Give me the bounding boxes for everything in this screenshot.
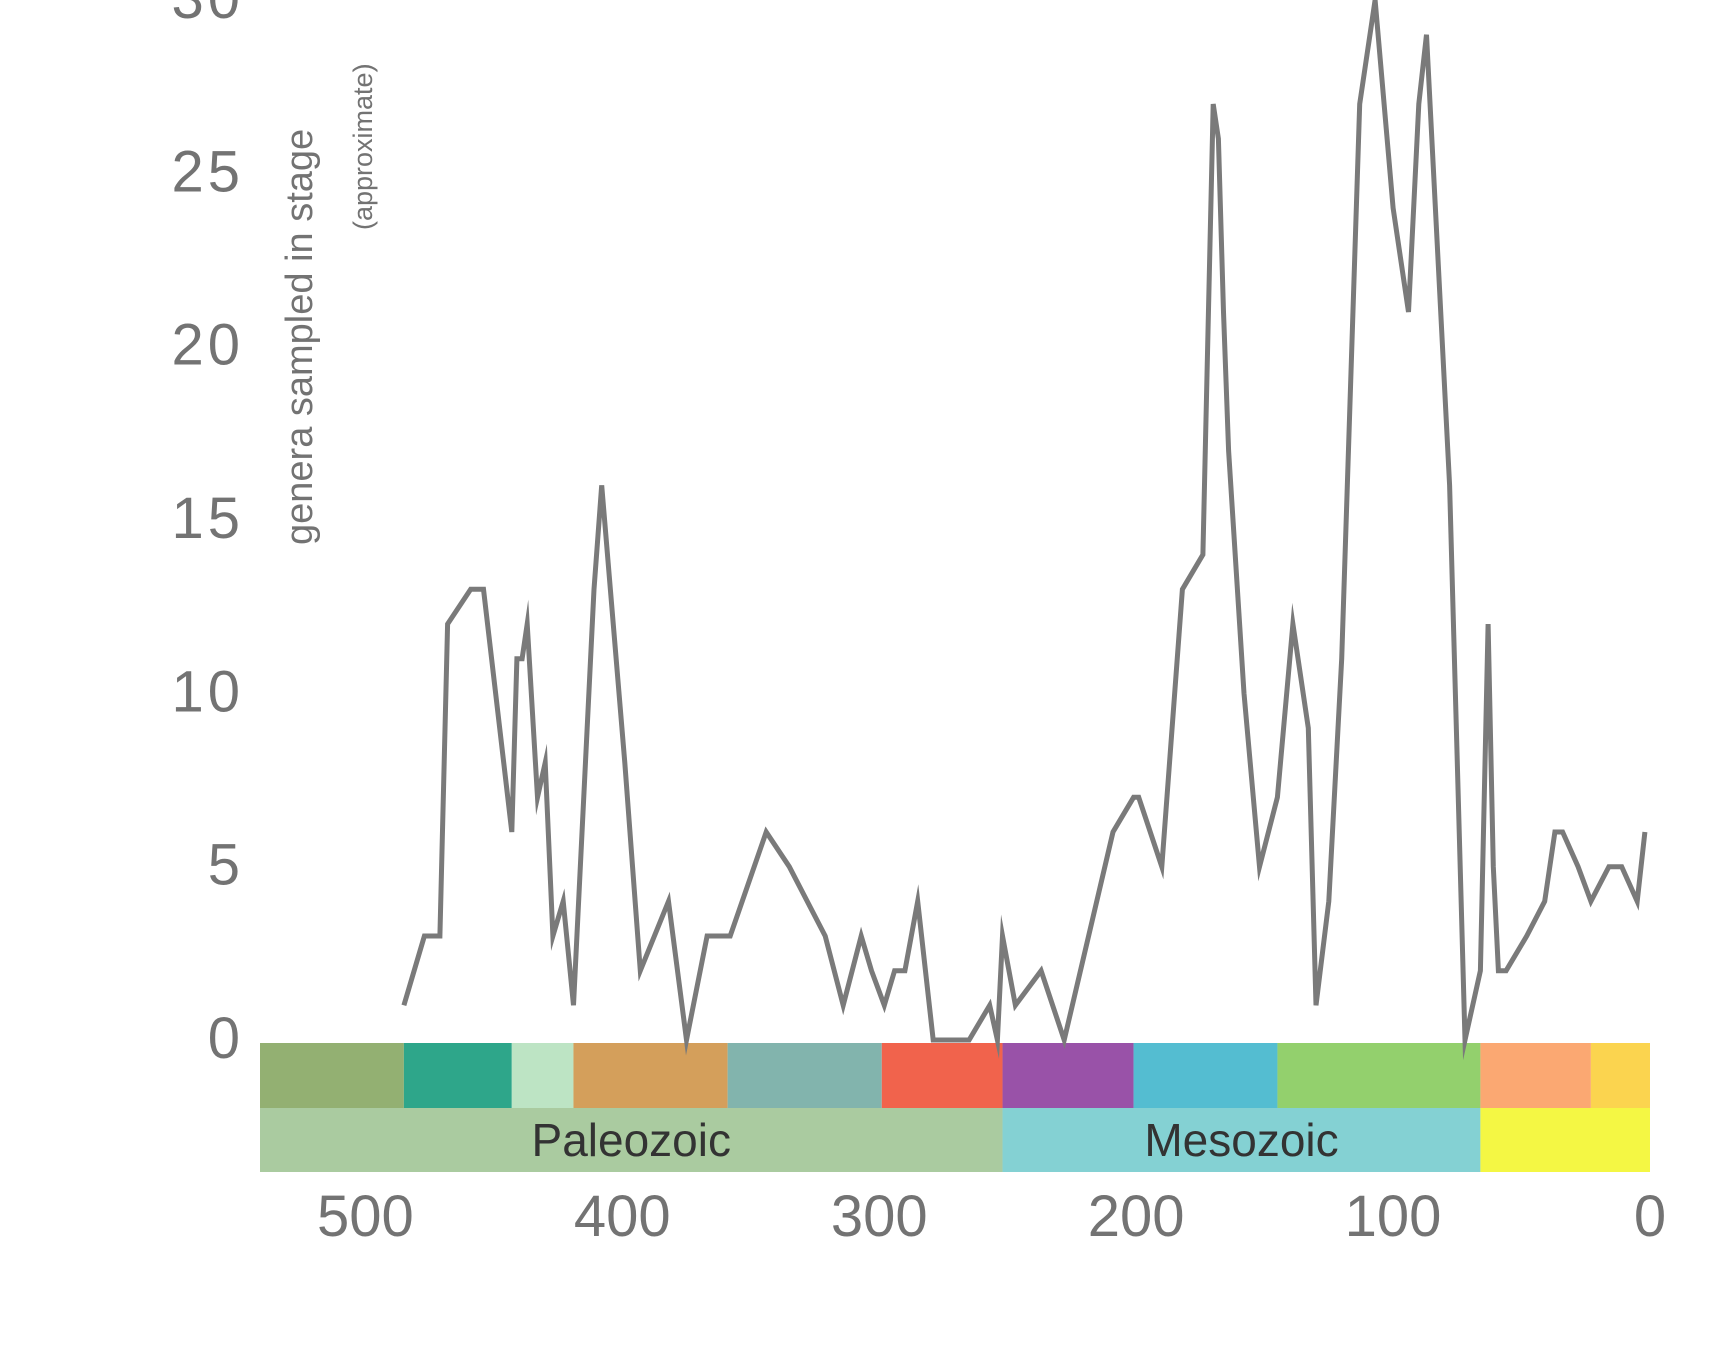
y-tick-label-2: 10 xyxy=(171,659,244,724)
period-band-6 xyxy=(1002,1043,1134,1108)
series-layer xyxy=(401,0,1648,1061)
x-tick-label-4: 100 xyxy=(1345,1184,1442,1249)
period-band-9 xyxy=(1480,1043,1591,1108)
x-tick-label-2: 300 xyxy=(831,1184,928,1249)
y-axis-label: genera sampled in stage xyxy=(279,129,321,545)
era-label-1: Mesozoic xyxy=(1144,1114,1338,1166)
period-band-3 xyxy=(573,1043,728,1108)
period-band-2 xyxy=(511,1043,574,1108)
y-tick-label-3: 15 xyxy=(171,486,244,551)
x-tick-label-3: 200 xyxy=(1088,1184,1185,1249)
era-band-2 xyxy=(1480,1108,1650,1172)
series-line-0 xyxy=(401,0,1648,1061)
era-bands: Paleozoic Mesozoic xyxy=(260,1108,1650,1172)
period-band-0 xyxy=(260,1043,404,1108)
period-band-7 xyxy=(1133,1043,1278,1108)
y-tick-label-1: 5 xyxy=(208,833,244,898)
y-tick-label-6: 30 xyxy=(171,0,244,31)
y-axis-ticks: 0 5 10 15 20 25 30 xyxy=(171,0,244,1071)
period-bands xyxy=(260,1043,1650,1108)
era-band-1 xyxy=(1002,1108,1481,1172)
era-label-0: Paleozoic xyxy=(532,1114,731,1166)
period-band-1 xyxy=(403,1043,512,1108)
x-tick-label-0: 500 xyxy=(317,1184,414,1249)
y-tick-label-0: 0 xyxy=(208,1006,244,1071)
period-band-5 xyxy=(881,1043,1003,1108)
period-band-10 xyxy=(1590,1043,1650,1108)
period-band-4 xyxy=(727,1043,882,1108)
y-tick-label-4: 20 xyxy=(171,313,244,378)
era-band-0 xyxy=(260,1108,1003,1172)
x-axis-ticks: 500 400 300 200 100 0 xyxy=(317,1184,1666,1249)
period-band-8 xyxy=(1277,1043,1481,1108)
y-axis-label-note: (approximate) xyxy=(348,63,378,230)
x-tick-label-1: 400 xyxy=(574,1184,671,1249)
x-tick-label-5: 0 xyxy=(1634,1184,1666,1249)
y-tick-label-5: 25 xyxy=(171,139,244,204)
